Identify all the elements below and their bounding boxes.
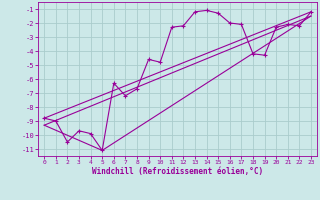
X-axis label: Windchill (Refroidissement éolien,°C): Windchill (Refroidissement éolien,°C) (92, 167, 263, 176)
